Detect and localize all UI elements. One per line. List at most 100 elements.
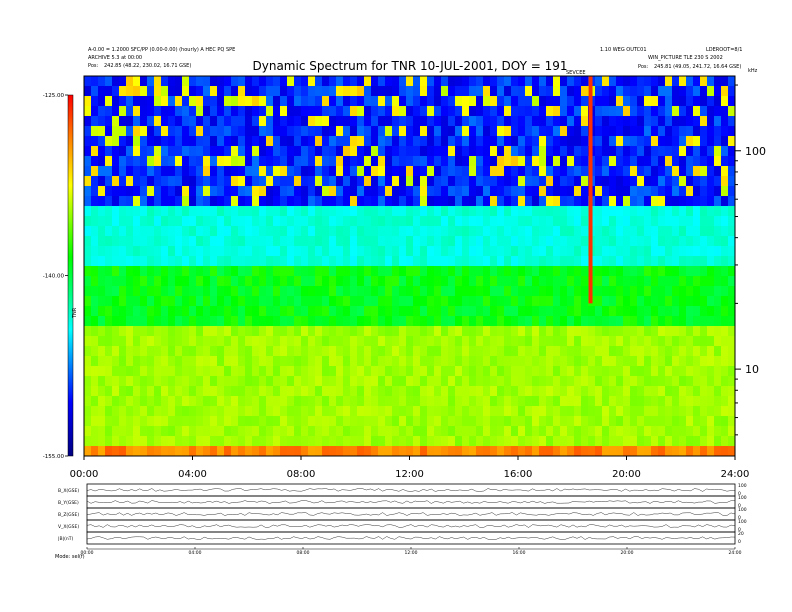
spectrum-cell <box>434 106 442 117</box>
spectrum-cell <box>168 386 176 397</box>
spectrum-cell <box>721 86 729 97</box>
spectrum-cell <box>707 96 715 107</box>
spectrum-cell <box>280 296 288 307</box>
spectrum-cell <box>189 276 197 287</box>
spectrum-cell <box>357 186 365 197</box>
spectrum-cell <box>287 146 295 157</box>
spectrum-cell <box>112 276 120 287</box>
spectrum-cell <box>574 276 582 287</box>
spectrum-cell <box>273 216 281 227</box>
spectrum-cell <box>154 86 162 97</box>
spectrum-cell <box>679 76 687 87</box>
spectrum-cell <box>539 416 547 427</box>
spectrum-cell <box>448 116 456 127</box>
spectrum-cell <box>91 436 99 447</box>
spectrum-cell <box>609 246 617 257</box>
spectrum-cell <box>658 196 666 207</box>
spectrum-cell <box>322 316 330 327</box>
spectrum-cell <box>483 386 491 397</box>
spectrum-cell <box>532 146 540 157</box>
spectrum-cell <box>623 106 631 117</box>
spectrum-cell <box>203 96 211 107</box>
spectrum-cell <box>336 126 344 137</box>
spectrum-cell <box>126 256 134 267</box>
spectrum-cell <box>266 286 274 297</box>
spectrum-cell <box>595 276 603 287</box>
spectrum-cell <box>490 186 498 197</box>
spectrum-cell <box>679 346 687 357</box>
spectrum-cell <box>721 156 729 167</box>
spectrum-cell <box>630 256 638 267</box>
spectrum-cell <box>539 396 547 407</box>
spectrum-cell <box>168 116 176 127</box>
spectrum-cell <box>280 326 288 337</box>
spectrum-cell <box>497 416 505 427</box>
spectrum-cell <box>182 96 190 107</box>
spectrum-cell <box>686 126 694 137</box>
spectrum-cell <box>546 426 554 437</box>
spectrum-cell <box>175 216 183 227</box>
spectrum-cell <box>693 346 701 357</box>
spectrum-cell <box>707 226 715 237</box>
spectrum-cell <box>189 256 197 267</box>
spectrum-cell <box>574 146 582 157</box>
spectrum-cell <box>182 376 190 387</box>
spectrum-cell <box>217 286 225 297</box>
spectrum-cell <box>693 316 701 327</box>
spectrum-cell <box>686 296 694 307</box>
spectrum-cell <box>133 366 141 377</box>
spectrum-cell <box>672 306 680 317</box>
spectrum-cell <box>483 346 491 357</box>
spectrum-cell <box>273 306 281 317</box>
spectrum-cell <box>707 346 715 357</box>
spectrum-cell <box>357 246 365 257</box>
spectrum-cell <box>182 116 190 127</box>
spectrum-cell <box>140 246 148 257</box>
spectrum-cell <box>602 146 610 157</box>
spectrum-cell <box>140 116 148 127</box>
spectrum-cell <box>441 246 449 257</box>
spectrum-cell <box>224 186 232 197</box>
spectrum-cell <box>98 366 106 377</box>
spectrum-cell <box>203 206 211 217</box>
spectrum-cell <box>350 256 358 267</box>
spectrum-cell <box>686 416 694 427</box>
spectrum-cell <box>336 276 344 287</box>
spectrum-cell <box>707 336 715 347</box>
spectrum-cell <box>504 416 512 427</box>
spectrum-cell <box>280 426 288 437</box>
spectrum-cell <box>315 346 323 357</box>
spectrum-cell <box>238 246 246 257</box>
spectrum-cell <box>609 346 617 357</box>
x-tick-label: 04:00 <box>178 469 207 480</box>
spectrum-cell <box>637 356 645 367</box>
spectrum-cell <box>336 106 344 117</box>
spectrum-cell <box>448 396 456 407</box>
spectrum-cell <box>462 386 470 397</box>
spectrum-cell <box>343 256 351 267</box>
spectrum-cell <box>315 126 323 137</box>
spectrum-cell <box>343 136 351 147</box>
spectrum-cell <box>315 406 323 417</box>
spectrum-cell <box>399 196 407 207</box>
spectrum-cell <box>203 226 211 237</box>
spectrum-cell <box>399 166 407 177</box>
spectrum-cell <box>539 386 547 397</box>
spectrum-cell <box>301 256 309 267</box>
spectrum-cell <box>672 146 680 157</box>
spectrum-cell <box>273 176 281 187</box>
spectrum-cell <box>371 196 379 207</box>
spectrum-cell <box>574 106 582 117</box>
spectrum-cell <box>350 396 358 407</box>
spectrum-cell <box>84 206 92 217</box>
spectrum-cell <box>539 316 547 327</box>
spectrum-cell <box>231 136 239 147</box>
spectrum-cell <box>490 266 498 277</box>
spectrum-cell <box>371 396 379 407</box>
spectrum-cell <box>483 216 491 227</box>
spectrum-cell <box>329 76 337 87</box>
spectrum-cell <box>84 96 92 107</box>
spectrum-cell <box>441 236 449 247</box>
spectrum-cell <box>574 386 582 397</box>
